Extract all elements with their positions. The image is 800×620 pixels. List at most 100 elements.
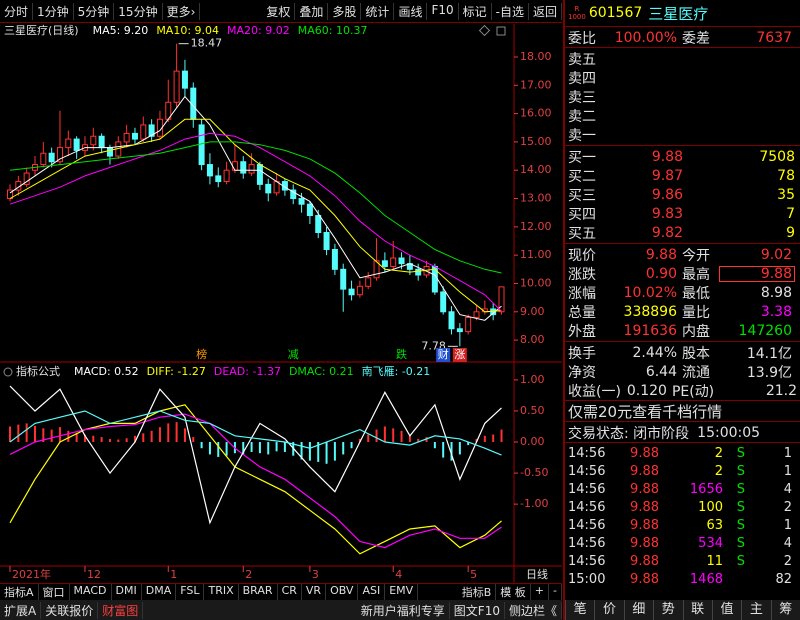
- tab[interactable]: BRAR: [239, 584, 278, 600]
- toolbar-button[interactable]: 复权: [262, 2, 296, 20]
- count: 2: [783, 499, 792, 515]
- tab[interactable]: CR: [278, 584, 302, 600]
- count: 82: [775, 571, 792, 587]
- candle-body: [265, 183, 272, 194]
- y-tick-label: 15.00: [520, 135, 552, 148]
- ticks: 14:56 9.88 2 S 1 14:56 9.88 2 S 1 14:56 9.88 1656 S…: [565, 444, 800, 588]
- label: 流通: [682, 364, 710, 381]
- macd-bar: [150, 430, 153, 443]
- tab[interactable]: OBV: [326, 584, 359, 600]
- footer-button[interactable]: 侧边栏《: [505, 601, 562, 619]
- tab[interactable]: EMV: [385, 584, 419, 600]
- macd-bar: [17, 424, 20, 443]
- footer-button[interactable]: 扩展A: [0, 601, 42, 619]
- y-tick-label: 10.00: [520, 276, 552, 289]
- toolbar-button[interactable]: 标记: [459, 2, 492, 20]
- label: PE(动): [671, 383, 715, 400]
- toolbar-button[interactable]: 更多›: [163, 2, 201, 20]
- panel-button[interactable]: 值: [711, 600, 741, 620]
- annotation: 18.47: [191, 37, 223, 50]
- ma-line: [9, 141, 502, 274]
- footer-button[interactable]: 关联报价: [41, 601, 99, 619]
- legend-entry: MA10: 9.04: [156, 24, 219, 37]
- tab[interactable]: TRIX: [204, 584, 239, 600]
- event-label: 榜: [196, 347, 207, 361]
- panel-button[interactable]: 细: [623, 600, 653, 620]
- candle-body: [6, 189, 13, 200]
- label: 卖一: [568, 127, 596, 144]
- promo-text[interactable]: 仅需20元查看千档行情: [568, 403, 723, 421]
- tab[interactable]: -: [549, 584, 562, 600]
- tab[interactable]: 指标B: [458, 584, 497, 600]
- toolbar-button[interactable]: 分时: [0, 2, 34, 20]
- weibi-row: 委比 100.00% 委差 7637: [565, 28, 800, 48]
- toolbar-button[interactable]: F10: [427, 2, 459, 20]
- tab[interactable]: VR: [302, 584, 327, 600]
- candle-body: [181, 70, 188, 89]
- toolbar-button[interactable]: 1分钟: [33, 2, 74, 20]
- macd-bar: [50, 429, 53, 443]
- macd-bar: [100, 437, 103, 443]
- promo[interactable]: 仅需20元查看千档行情: [565, 402, 800, 422]
- candle-body: [456, 328, 463, 333]
- label: 总量: [568, 304, 596, 321]
- macd-bar: [175, 422, 178, 443]
- stat-row: 涨跌 0.90 最高 9.88: [565, 264, 800, 283]
- panel-button[interactable]: 势: [653, 600, 682, 620]
- toolbar-button[interactable]: 返回: [529, 2, 562, 20]
- price: 9.88: [630, 517, 659, 533]
- tab[interactable]: +: [531, 584, 550, 600]
- price: 9.88: [630, 499, 659, 515]
- tab[interactable]: 指标A: [0, 584, 39, 600]
- count: 4: [783, 535, 792, 551]
- tab[interactable]: MACD: [70, 584, 112, 600]
- tab[interactable]: FSL: [176, 584, 205, 600]
- tab[interactable]: 模 板: [496, 584, 531, 600]
- macd-bar: [417, 438, 420, 443]
- footer-button[interactable]: 财富图: [98, 601, 144, 619]
- icon[interactable]: [3, 367, 13, 377]
- label: 收益(一): [568, 383, 621, 400]
- stat-row: 现价 9.88 今开 9.02: [565, 245, 800, 264]
- panel-button[interactable]: 笔: [565, 600, 594, 620]
- volume: 534: [698, 535, 723, 551]
- value: 8.98: [760, 284, 792, 301]
- toolbar-button[interactable]: 多股: [328, 2, 362, 20]
- toolbar-button[interactable]: 叠加: [295, 2, 329, 20]
- macd-bar: [333, 442, 336, 461]
- tab[interactable]: 窗口: [39, 584, 70, 600]
- volume: 2: [714, 463, 723, 479]
- period-label: 日线: [526, 567, 548, 581]
- candle-body: [365, 277, 372, 287]
- volume: 7: [786, 205, 795, 222]
- candle-body: [240, 161, 247, 174]
- toolbar-button[interactable]: -自选: [492, 2, 529, 20]
- toolbar-button[interactable]: 统计: [361, 2, 395, 20]
- icon[interactable]: [478, 24, 491, 37]
- panel-button[interactable]: 主: [741, 600, 770, 620]
- icon[interactable]: [496, 26, 506, 36]
- panel-button[interactable]: 筹: [770, 600, 800, 620]
- toolbar-button[interactable]: 5分钟: [74, 2, 115, 20]
- ma-line: [9, 132, 502, 312]
- footer-button[interactable]: 图文F10: [450, 601, 505, 619]
- toolbar-button[interactable]: 画线: [394, 2, 428, 20]
- macd-bar: [200, 442, 203, 449]
- side: S: [736, 499, 745, 515]
- toolbar-button[interactable]: 15分钟: [114, 2, 163, 20]
- volume: 78: [777, 167, 795, 184]
- tab[interactable]: ASI: [358, 584, 386, 600]
- value: 9.88: [719, 265, 795, 282]
- tab[interactable]: DMI: [112, 584, 142, 600]
- candle-body: [140, 124, 147, 140]
- tick-row: 14:56 9.88 1656 S 4: [565, 480, 800, 498]
- tab[interactable]: DMA: [142, 584, 177, 600]
- footer-button[interactable]: 新用户福利专享: [357, 601, 450, 619]
- panel-button[interactable]: 联: [682, 600, 712, 620]
- candle-body: [381, 260, 388, 267]
- stock-header: R 1000 601567 三星医疗: [565, 0, 800, 27]
- fund-row: 收益(一) 0.120 PE(动) 21.2: [565, 381, 800, 400]
- panel-button[interactable]: 价: [594, 600, 623, 620]
- macd-bar: [133, 435, 136, 443]
